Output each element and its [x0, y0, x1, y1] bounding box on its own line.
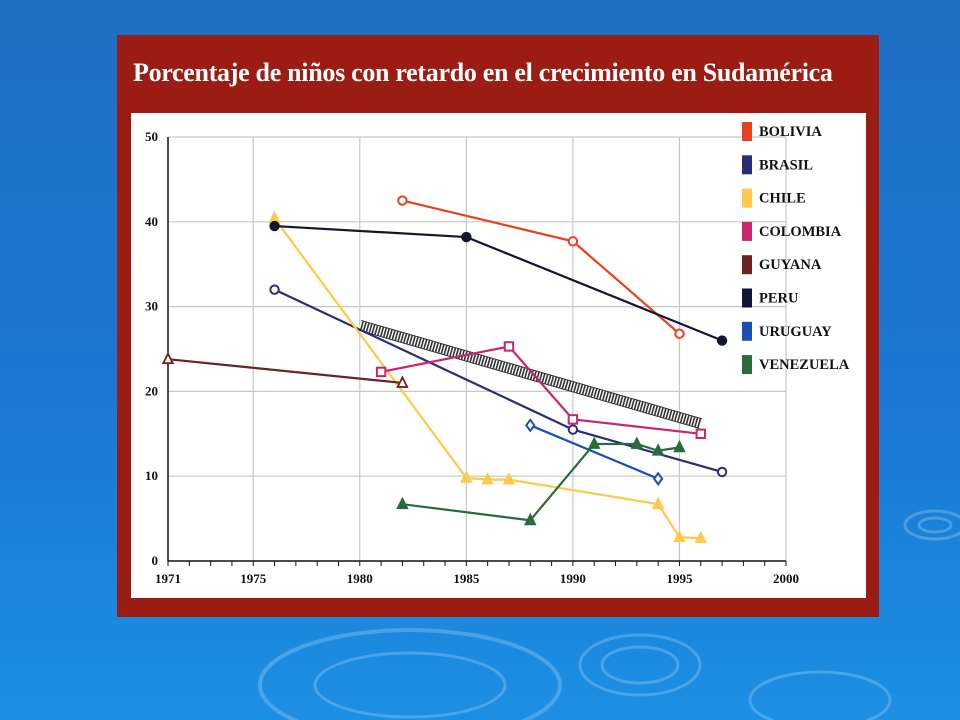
line-chart: 1971 1975 1980 1985 1990 1995 2000 0 10 20 30 40 50 B… — [145, 122, 850, 586]
legend-label-colombia: COLOMBIA — [759, 224, 842, 240]
data-point — [587, 436, 601, 449]
data-point — [695, 428, 706, 440]
x-tick-label: 1980 — [347, 571, 373, 586]
legend-swatch-uruguay — [742, 321, 752, 341]
series-line-venezuela — [402, 442, 680, 522]
data-point — [567, 236, 579, 247]
data-point — [460, 470, 473, 483]
data-point — [716, 335, 728, 346]
legend-label-venezuela: VENEZUELA — [759, 357, 850, 373]
legend-swatch-peru — [742, 288, 752, 308]
data-point — [567, 424, 579, 435]
legend-label-uruguay: URUGUAY — [759, 324, 832, 340]
legend-label-bolivia: BOLIVIA — [759, 124, 822, 140]
legend-label-chile: CHILE — [759, 191, 806, 207]
legend-swatch-guyana — [742, 255, 752, 275]
data-point — [694, 530, 708, 544]
x-tick-label: 1990 — [560, 571, 586, 586]
series-line-peru — [274, 224, 723, 342]
data-point — [396, 496, 409, 510]
x-tick-label: 1971 — [155, 571, 181, 586]
y-tick-label: 0 — [152, 553, 159, 568]
data-point — [673, 439, 686, 453]
data-point — [503, 341, 515, 352]
y-tick-label: 20 — [145, 383, 158, 398]
data-point — [652, 471, 664, 486]
data-point — [716, 466, 728, 478]
series-line-uruguay — [529, 424, 659, 480]
data-point — [567, 414, 579, 425]
y-tick-label: 30 — [145, 299, 158, 314]
legend-swatch-colombia — [742, 221, 752, 241]
data-point — [651, 496, 665, 510]
data-point — [269, 220, 280, 232]
data-point — [397, 195, 408, 206]
data-point — [481, 472, 494, 485]
data-point — [502, 472, 516, 485]
series-line-brasil — [274, 288, 723, 474]
data-point — [396, 375, 409, 388]
data-point — [525, 418, 536, 433]
plot-panel: 1971 1975 1980 1985 1990 1995 2000 0 10 20 30 40 50 B… — [131, 113, 866, 598]
legend-swatch-brasil — [742, 155, 752, 175]
x-tick-label: 1995 — [666, 571, 693, 586]
data-point — [375, 366, 387, 378]
x-tick-label: 2000 — [773, 571, 799, 586]
legend-label-peru: PERU — [759, 291, 799, 307]
x-tick-label: 1985 — [453, 571, 480, 586]
chart-title: Porcentaje de niños con retardo en el cr… — [133, 58, 833, 87]
y-tick-label: 40 — [145, 214, 158, 229]
series-line-guyana — [167, 358, 403, 385]
legend-label-brasil: BRASIL — [759, 157, 813, 173]
data-point — [524, 512, 537, 526]
data-point — [674, 328, 685, 339]
legend-swatch-venezuela — [742, 355, 752, 375]
data-point — [630, 436, 644, 449]
data-point — [161, 351, 175, 365]
y-tick-label: 50 — [145, 129, 158, 144]
data-point — [651, 443, 665, 456]
x-tick-label: 1975 — [240, 571, 267, 586]
trend-band-hatch — [358, 320, 703, 428]
legend-label-guyana: GUYANA — [759, 257, 822, 273]
series-line-chile — [273, 217, 701, 540]
legend-swatch-chile — [742, 188, 752, 208]
data-point — [673, 529, 686, 543]
legend-swatch-bolivia — [742, 122, 752, 141]
data-point — [461, 231, 472, 243]
data-point — [269, 284, 280, 295]
series-line-colombia — [380, 345, 701, 435]
y-tick-label: 10 — [145, 468, 158, 483]
